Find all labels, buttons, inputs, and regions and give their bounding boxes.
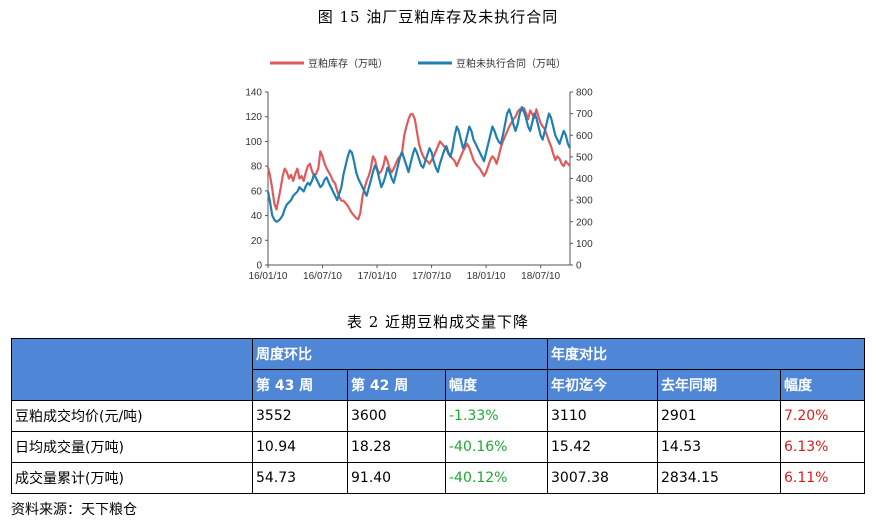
cell-value: 14.53 xyxy=(657,431,781,463)
sub-header-week43: 第 43 周 xyxy=(252,369,348,401)
table-corner-cell xyxy=(11,338,253,401)
sub-header-week42: 第 42 周 xyxy=(347,369,446,401)
chart-axes: 0 20 40 60 80 100 120 140 0 100 200 300 400 500 600 700… xyxy=(245,88,593,283)
x-tick-label: 16/07/10 xyxy=(303,271,342,282)
sub-header-last-year: 去年同期 xyxy=(657,369,781,401)
x-tick-label: 18/07/10 xyxy=(521,271,560,282)
left-tick-label: 80 xyxy=(251,162,263,173)
right-tick-label: 100 xyxy=(576,239,593,250)
right-tick-label: 500 xyxy=(576,152,593,163)
cell-value: 2834.15 xyxy=(657,462,781,494)
left-tick-label: 120 xyxy=(245,112,262,123)
cell-change-positive: 6.11% xyxy=(780,462,865,494)
left-tick-label: 60 xyxy=(251,186,263,197)
cell-value: 10.94 xyxy=(252,431,348,463)
cell-value: 54.73 xyxy=(252,462,348,494)
cell-value: 2901 xyxy=(657,400,781,432)
chart-plot xyxy=(266,105,571,223)
right-tick-label: 600 xyxy=(576,131,593,142)
cell-change-positive: 6.13% xyxy=(780,431,865,463)
x-tick-label: 16/01/10 xyxy=(249,271,288,282)
trading-volume-table: 周度环比 年度对比 第 43 周 第 42 周 幅度 年初迄今 去年同期 幅度 … xyxy=(11,338,865,494)
figure-title: 图 15 油厂豆粕库存及未执行合同 xyxy=(317,8,559,26)
cell-change-negative: -1.33% xyxy=(445,400,548,432)
left-tick-label: 100 xyxy=(245,137,262,148)
x-tick-label: 18/01/10 xyxy=(467,271,506,282)
cell-value: 15.42 xyxy=(547,431,658,463)
cell-value: 3552 xyxy=(252,400,348,432)
right-tick-label: 200 xyxy=(576,217,593,228)
cell-value: 91.40 xyxy=(347,462,446,494)
sub-header-weekly-change: 幅度 xyxy=(445,369,548,401)
source-note: 资料来源：天下粮仓 xyxy=(11,502,137,518)
right-tick-label: 400 xyxy=(576,174,593,185)
row-label-cumulative-volume: 成交量累计(万吨) xyxy=(11,462,253,494)
cell-value: 3600 xyxy=(347,400,446,432)
inventory-contracts-chart: 豆粕库存（万吨） 豆粕未执行合同（万吨） 0204060801001201400… xyxy=(245,57,593,283)
legend-label-inventory: 豆粕库存（万吨） xyxy=(308,57,388,70)
table-row: 豆粕成交均价(元/吨) 3552 3600 -1.33% 3110 2901 7… xyxy=(11,400,865,432)
series-line-contracts xyxy=(266,105,571,223)
table-title: 表 2 近期豆粕成交量下降 xyxy=(346,313,530,331)
table-group-header-row: 周度环比 年度对比 xyxy=(11,338,865,401)
table-row: 成交量累计(万吨) 54.73 91.40 -40.12% 3007.38 28… xyxy=(11,462,865,494)
left-tick-label: 140 xyxy=(245,88,262,99)
sub-header-yearly-change: 幅度 xyxy=(780,369,865,401)
left-tick-label: 0 xyxy=(256,261,262,272)
right-tick-label: 300 xyxy=(576,196,593,207)
x-tick-label: 17/07/10 xyxy=(412,271,451,282)
cell-value: 18.28 xyxy=(347,431,446,463)
table-row: 日均成交量(万吨) 10.94 18.28 -40.16% 15.42 14.5… xyxy=(11,431,865,463)
x-tick-label: 17/01/10 xyxy=(358,271,397,282)
series-line-inventory xyxy=(266,106,571,221)
left-tick-label: 40 xyxy=(251,211,263,222)
table-sub-header-row: 第 43 周 第 42 周 幅度 年初迄今 去年同期 幅度 xyxy=(12,369,865,401)
row-label-daily-volume: 日均成交量(万吨) xyxy=(11,431,253,463)
cell-value: 3007.38 xyxy=(547,462,658,494)
cell-change-positive: 7.20% xyxy=(780,400,865,432)
left-tick-label: 20 xyxy=(251,236,263,247)
cell-change-negative: -40.12% xyxy=(445,462,548,494)
group-header-yearly: 年度对比 xyxy=(547,338,865,370)
group-header-weekly: 周度环比 xyxy=(252,338,548,370)
cell-change-negative: -40.16% xyxy=(445,431,548,463)
chart-legend: 豆粕库存（万吨） 豆粕未执行合同（万吨） xyxy=(270,57,566,70)
sub-header-ytd: 年初迄今 xyxy=(547,369,658,401)
right-tick-label: 700 xyxy=(576,109,593,120)
cell-value: 3110 xyxy=(547,400,658,432)
right-tick-label: 0 xyxy=(576,261,582,272)
row-label-avg-price: 豆粕成交均价(元/吨) xyxy=(11,400,253,432)
legend-label-contracts: 豆粕未执行合同（万吨） xyxy=(456,57,566,70)
right-tick-label: 800 xyxy=(576,88,593,99)
